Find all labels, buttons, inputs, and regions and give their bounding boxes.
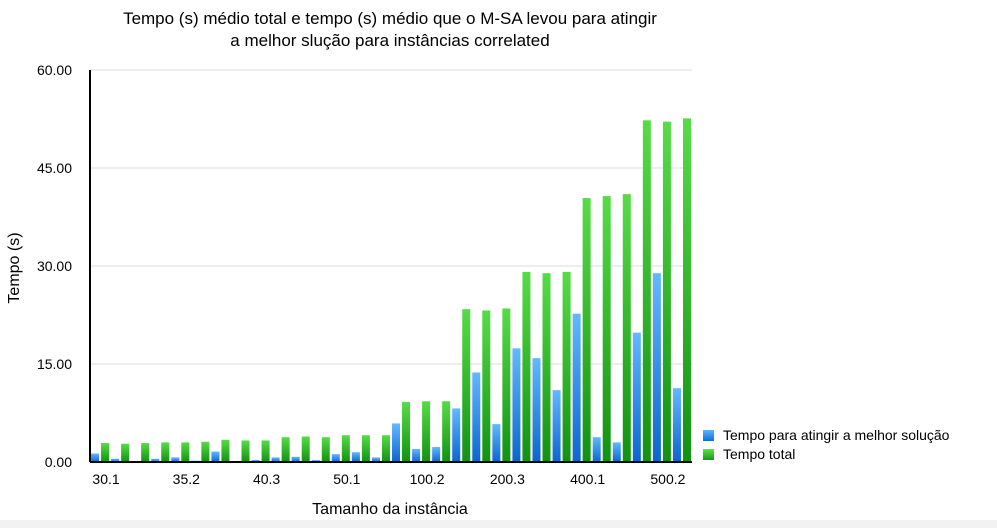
- x-tick-label: 400.1: [570, 471, 605, 487]
- bar-total-time: [201, 441, 210, 462]
- x-tick-label: 200.3: [490, 471, 525, 487]
- bar-total-time: [341, 435, 350, 462]
- legend-swatch-blue: [703, 430, 714, 441]
- y-tick-label: 60.00: [37, 62, 72, 78]
- bar-total-time: [181, 442, 190, 462]
- bar-best-solution: [432, 446, 441, 462]
- bar-total-time: [321, 437, 330, 462]
- bar-total-time: [121, 443, 130, 462]
- bar-total-time: [402, 401, 411, 462]
- bar-total-time: [422, 401, 431, 462]
- bar-total-time: [442, 401, 451, 462]
- bar-total-time: [141, 443, 150, 462]
- bar-best-solution: [612, 442, 621, 462]
- bar-best-solution: [111, 458, 120, 462]
- legend-label-total: Tempo total: [723, 446, 796, 462]
- bar-total-time: [381, 435, 390, 462]
- x-tick-label: 35.2: [173, 471, 200, 487]
- chart-title-line-2: a melhor slução para instâncias correlat…: [230, 31, 550, 50]
- bar-best-solution: [532, 358, 541, 462]
- bar-total-time: [221, 439, 230, 462]
- bar-total-time: [462, 309, 471, 462]
- bar-total-time: [642, 120, 651, 462]
- bar-total-time: [361, 435, 370, 462]
- bar-total-time: [622, 194, 631, 462]
- bar-best-solution: [371, 457, 380, 462]
- legend-item-best: Tempo para atingir a melhor solução: [703, 426, 949, 445]
- legend: Tempo para atingir a melhor solução Temp…: [703, 426, 949, 464]
- bar-best-solution: [291, 456, 300, 462]
- x-tick-label: 500.2: [650, 471, 685, 487]
- y-tick-label: 45.00: [37, 160, 72, 176]
- bar-total-time: [301, 436, 310, 462]
- y-tick-label: 30.00: [37, 258, 72, 274]
- gridlines: [90, 69, 692, 365]
- bottom-strip: [0, 520, 997, 528]
- bar-best-solution: [672, 388, 681, 462]
- bar-best-solution: [492, 424, 501, 462]
- bar-total-time: [101, 443, 110, 462]
- bar-best-solution: [472, 372, 481, 462]
- bar-best-solution: [572, 313, 581, 462]
- y-tick-label: 15.00: [37, 356, 72, 372]
- bar-best-solution: [171, 457, 180, 462]
- bar-total-time: [281, 437, 290, 462]
- x-axis-label: Tamanho da instância: [312, 501, 468, 518]
- y-axis-label: Tempo (s): [6, 232, 23, 303]
- chart-title-line-1: Tempo (s) médio total e tempo (s) médio …: [123, 9, 657, 28]
- bar-best-solution: [331, 454, 340, 462]
- bar-best-solution: [652, 273, 661, 462]
- bar-best-solution: [271, 457, 280, 462]
- bar-total-time: [261, 440, 270, 462]
- legend-item-total: Tempo total: [703, 445, 949, 464]
- bar-best-solution: [632, 332, 641, 462]
- bar-total-time: [161, 442, 170, 462]
- bar-total-time: [662, 121, 671, 463]
- bar-best-solution: [392, 423, 401, 462]
- bar-total-time: [241, 440, 250, 462]
- bars: [91, 118, 691, 463]
- legend-swatch-green: [703, 449, 714, 460]
- bar-total-time: [562, 271, 571, 462]
- bar-total-time: [602, 196, 611, 462]
- bar-best-solution: [351, 452, 360, 462]
- bar-total-time: [682, 118, 691, 462]
- y-tick-label: 0.00: [45, 454, 72, 470]
- legend-label-best: Tempo para atingir a melhor solução: [723, 427, 950, 443]
- x-tick-label: 100.2: [410, 471, 445, 487]
- x-tick-label: 50.1: [333, 471, 360, 487]
- bar-best-solution: [211, 451, 220, 462]
- bar-total-time: [502, 308, 511, 462]
- bar-best-solution: [452, 408, 461, 462]
- bar-best-solution: [592, 437, 601, 462]
- bar-total-time: [522, 271, 531, 462]
- bar-total-time: [582, 198, 591, 463]
- axes: 0.00 15.00 30.00 45.00 60.00 30.1 35.2 40.3 50.1…: [6, 62, 692, 518]
- bar-best-solution: [512, 348, 521, 462]
- bar-total-time: [482, 310, 491, 462]
- x-tick-label: 30.1: [92, 471, 119, 487]
- bar-best-solution: [552, 390, 561, 462]
- x-tick-label: 40.3: [253, 471, 280, 487]
- bar-best-solution: [91, 453, 100, 462]
- bar-best-solution: [412, 448, 421, 462]
- bar-best-solution: [151, 458, 160, 462]
- bar-total-time: [542, 273, 551, 462]
